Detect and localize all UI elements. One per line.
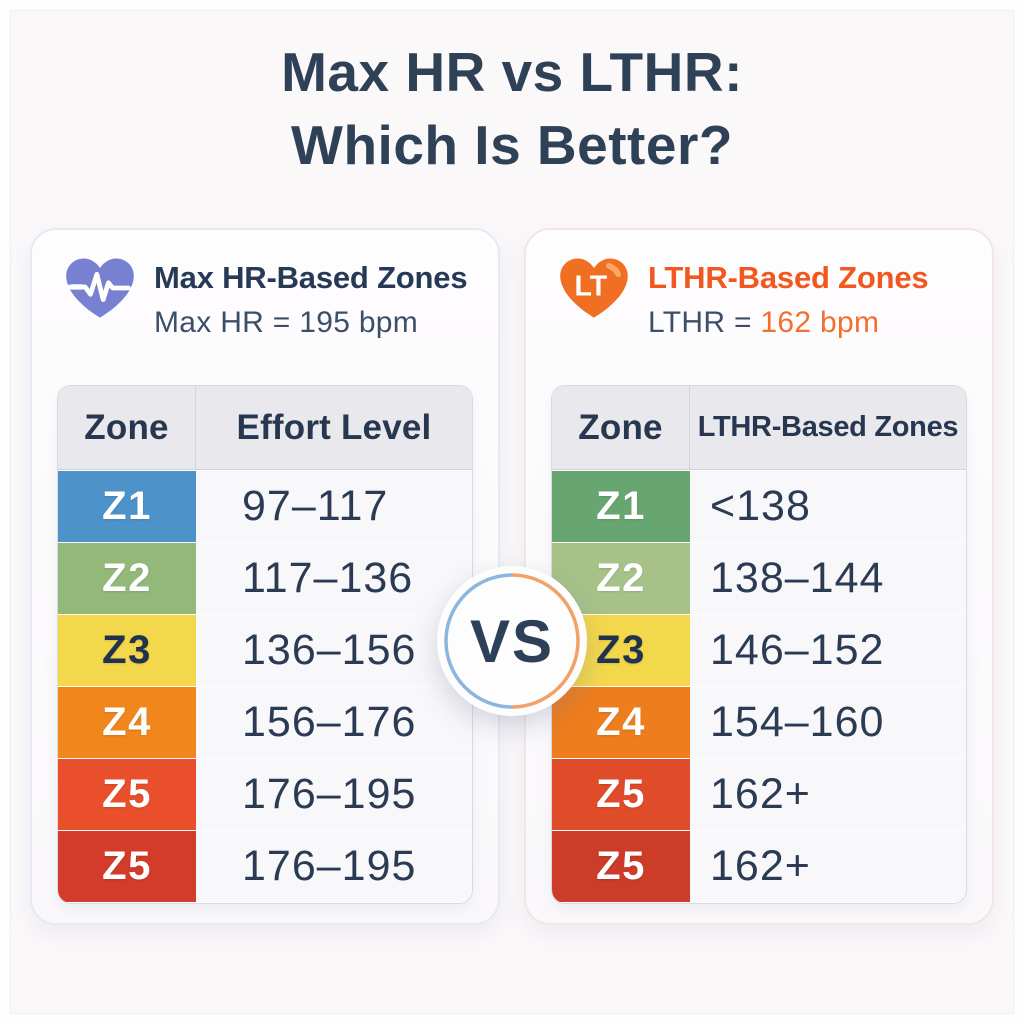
zone-badge: Z2 [58, 543, 196, 614]
vs-ring [444, 573, 580, 709]
table-row: Z1 <138 [552, 471, 966, 542]
max-hr-value: Max HR = 195 bpm [154, 306, 419, 339]
heart-pulse-icon [62, 254, 138, 322]
table-row: Z3 136–156 [58, 615, 472, 686]
zone-badge: Z5 [58, 831, 196, 902]
zone-range: 138–144 [690, 543, 966, 614]
table-row: Z5 176–195 [58, 831, 472, 902]
lthr-card-header: LT LTHR-Based Zones LTHR = 162 bpm [556, 254, 976, 340]
max-hr-card-titles: Max HR-Based Zones Max HR = 195 bpm [154, 254, 468, 340]
column-header-zone: Zone [552, 386, 690, 469]
zone-badge: Z4 [552, 687, 690, 758]
svg-text:LT: LT [574, 270, 607, 302]
zone-range: 117–136 [196, 543, 472, 614]
heart-lt-icon: LT [556, 254, 632, 322]
lthr-card: LT LTHR-Based Zones LTHR = 162 bpm Zone … [524, 228, 994, 925]
zone-badge: Z4 [58, 687, 196, 758]
zone-range: 176–195 [196, 759, 472, 830]
lthr-bpm-value: 162 bpm [760, 306, 880, 339]
zone-badge: Z5 [552, 759, 690, 830]
zone-badge: Z3 [58, 615, 196, 686]
table-row: Z5 162+ [552, 831, 966, 902]
table-row: Z4 154–160 [552, 687, 966, 758]
column-header-zone: Zone [58, 386, 196, 469]
max-hr-card: Max HR-Based Zones Max HR = 195 bpm Zone… [30, 228, 500, 925]
zone-range: <138 [690, 471, 966, 542]
vs-badge: VS [437, 566, 587, 716]
zone-range: 176–195 [196, 831, 472, 902]
zone-range: 136–156 [196, 615, 472, 686]
max-hr-zones-table: Zone Effort Level Z1 97–117 Z2 117–136 Z… [57, 385, 473, 904]
max-hr-table-header: Zone Effort Level [58, 386, 472, 470]
column-header-lthr-zones: LTHR-Based Zones [697, 411, 959, 443]
table-row: Z5 176–195 [58, 759, 472, 830]
page-title: Max HR vs LTHR: Which Is Better? [0, 36, 1024, 181]
zone-badge: Z5 [58, 759, 196, 830]
table-row: Z2 117–136 [58, 543, 472, 614]
page-title-line1: Max HR vs LTHR: [281, 41, 743, 103]
table-row: Z4 156–176 [58, 687, 472, 758]
table-row: Z5 162+ [552, 759, 966, 830]
table-row: Z2 138–144 [552, 543, 966, 614]
lthr-label: LTHR = [648, 306, 761, 339]
lthr-value: LTHR = 162 bpm [648, 306, 928, 340]
max-hr-card-header: Max HR-Based Zones Max HR = 195 bpm [62, 254, 482, 340]
zone-range: 146–152 [690, 615, 966, 686]
column-header-effort-level: Effort Level [236, 407, 432, 447]
zone-badge: Z1 [58, 471, 196, 542]
zone-range: 154–160 [690, 687, 966, 758]
zone-range: 162+ [690, 831, 966, 902]
zone-range: 97–117 [196, 471, 472, 542]
page-title-line2: Which Is Better? [291, 113, 733, 176]
table-row: Z1 97–117 [58, 471, 472, 542]
lthr-card-heading: LTHR-Based Zones [648, 260, 929, 295]
zone-range: 162+ [690, 759, 966, 830]
zone-badge: Z5 [552, 831, 690, 902]
zone-range: 156–176 [196, 687, 472, 758]
table-row: Z3 146–152 [552, 615, 966, 686]
vs-label: VS [469, 607, 555, 675]
lthr-table-header: Zone LTHR-Based Zones [552, 386, 966, 470]
lthr-card-titles: LTHR-Based Zones LTHR = 162 bpm [648, 254, 929, 340]
zone-badge: Z1 [552, 471, 690, 542]
lthr-zones-table: Zone LTHR-Based Zones Z1 <138 Z2 138–144… [551, 385, 967, 904]
max-hr-card-heading: Max HR-Based Zones [154, 260, 468, 295]
